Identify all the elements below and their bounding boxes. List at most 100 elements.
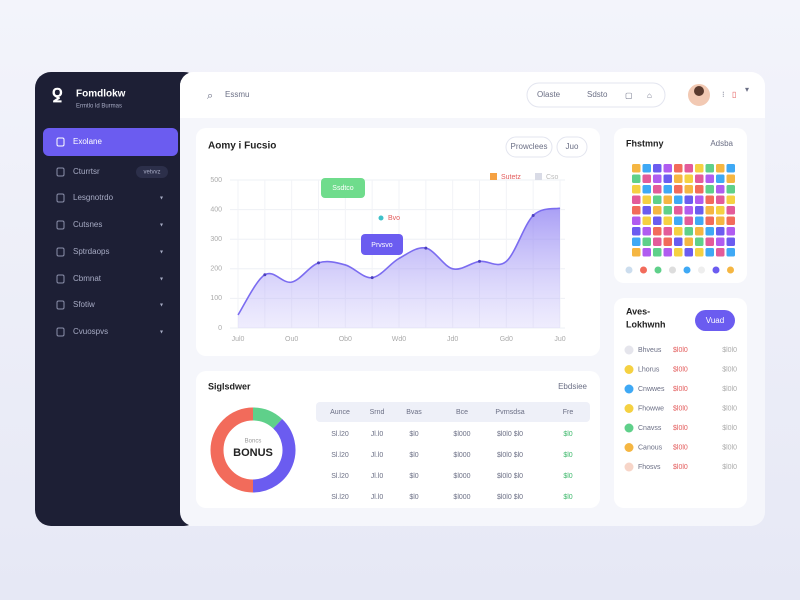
grid-tile — [653, 216, 662, 225]
grid-icon[interactable] — [654, 266, 662, 274]
table-cell: Sl.l20 — [331, 494, 349, 501]
list-name[interactable]: Bhveus — [638, 347, 662, 354]
grid-tile — [716, 174, 725, 183]
grid-tile — [674, 206, 683, 215]
legend-label: Sutetz — [501, 174, 521, 181]
grid-tile — [653, 237, 662, 246]
grid-tile — [716, 195, 725, 204]
menu-icon — [56, 327, 65, 337]
x-tick-label: Gd0 — [500, 336, 513, 343]
grid-icon[interactable] — [625, 266, 633, 274]
table-cell: Jl.l0 — [371, 452, 384, 459]
grid-icon[interactable] — [712, 266, 720, 274]
grid-tile — [663, 237, 672, 246]
list-name[interactable]: Cnavss — [638, 425, 662, 432]
grid-tile — [684, 227, 693, 236]
grid-tile — [674, 164, 683, 173]
grid-tile — [716, 237, 725, 246]
list-value: $l0l0 — [673, 366, 688, 373]
menu-item[interactable]: Cvuospvs — [73, 327, 108, 336]
point — [531, 214, 535, 218]
menu-icon — [56, 247, 65, 257]
chevron: ▾ — [160, 303, 163, 309]
grid-icon[interactable] — [640, 266, 647, 274]
annotation: Ssdtco — [332, 185, 354, 192]
x-tick-label: Ou0 — [285, 336, 298, 343]
table-title: Siglsdwer — [208, 381, 251, 391]
list-name[interactable]: Fhosvs — [638, 464, 661, 471]
table-cell: $l000 — [453, 431, 470, 438]
list-amount: $l0l0 — [722, 444, 737, 451]
avatar-hair — [694, 86, 704, 96]
grid-tile — [695, 227, 704, 236]
donut-segment — [252, 407, 283, 429]
grid-tile — [653, 185, 662, 194]
grid-tile — [663, 185, 672, 194]
menu-item[interactable]: Sfotiw — [73, 300, 95, 309]
grid-tile — [642, 195, 651, 204]
grid-icon[interactable] — [683, 266, 691, 274]
grid-tile — [674, 185, 683, 194]
grid-tile — [653, 164, 662, 173]
menu-icon — [56, 167, 65, 177]
menu-item[interactable]: Cturrtsr — [73, 167, 100, 176]
grid-tile — [705, 174, 714, 183]
grid-tile — [705, 237, 714, 246]
list-button[interactable] — [695, 310, 735, 331]
annotation: Bvo — [388, 215, 400, 222]
grid-tile — [705, 164, 714, 173]
grid-tile — [705, 248, 714, 257]
icon[interactable]: ⌂ — [647, 91, 652, 100]
menu-item[interactable]: Cutsnes — [73, 220, 102, 229]
icon[interactable]: ⁝ — [722, 90, 725, 99]
list-name[interactable]: Fhowwe — [638, 405, 664, 412]
list-name[interactable]: Canous — [638, 444, 663, 451]
menu-item[interactable]: Lesgnotrdo — [73, 193, 114, 202]
grid-tile — [653, 174, 662, 183]
grid-tile — [663, 248, 672, 257]
grid-tile — [674, 216, 683, 225]
grid-tile — [726, 195, 735, 204]
list-value: $l0l0 — [673, 347, 688, 354]
search-icon[interactable]: ⌕ — [207, 90, 213, 102]
grid-tile — [684, 185, 693, 194]
grid-tile — [695, 195, 704, 204]
list-dot — [624, 423, 634, 433]
menu-item[interactable]: Exolane — [73, 137, 102, 146]
caret[interactable]: ▾ — [745, 85, 749, 94]
table-cell: $l0 — [409, 473, 418, 480]
table-link[interactable]: Ebdsiee — [558, 382, 587, 391]
table-cell: $l000 — [453, 494, 470, 501]
grid-tile — [674, 227, 683, 236]
grid-tile — [684, 195, 693, 204]
status-pill[interactable] — [526, 82, 666, 108]
grid-tile — [684, 164, 693, 173]
icon[interactable]: ▢ — [625, 91, 633, 100]
menu-item[interactable]: Cbmnat — [73, 274, 102, 283]
chevron: ▾ — [160, 196, 163, 202]
notification[interactable]: ▯ — [732, 90, 736, 99]
list-value: $l0l0 — [673, 386, 688, 393]
grid-icon[interactable] — [727, 266, 734, 274]
grid-tile — [705, 227, 714, 236]
grid-icon[interactable] — [698, 266, 705, 274]
list-name[interactable]: Lhorus — [638, 366, 660, 373]
table-header-bg — [316, 402, 590, 422]
grid-tile — [642, 227, 651, 236]
grid-tile — [674, 174, 683, 183]
menu-active[interactable] — [43, 128, 178, 156]
y-tick-label: 400 — [210, 206, 222, 213]
table-cell: $l0 — [409, 494, 418, 501]
search-input[interactable]: Essmu — [225, 90, 249, 99]
chevron: ▾ — [160, 330, 163, 336]
point — [317, 261, 320, 265]
list-value: $l0l0 — [673, 425, 688, 432]
grid-link[interactable]: Adsba — [710, 139, 733, 148]
filter-button[interactable] — [556, 136, 588, 158]
grid-tile — [632, 248, 641, 257]
list-name[interactable]: Cnwwes — [638, 386, 665, 393]
filter-button[interactable] — [505, 136, 553, 158]
grid-icon[interactable] — [669, 266, 676, 274]
menu-item[interactable]: Sptrdaops — [73, 247, 109, 256]
